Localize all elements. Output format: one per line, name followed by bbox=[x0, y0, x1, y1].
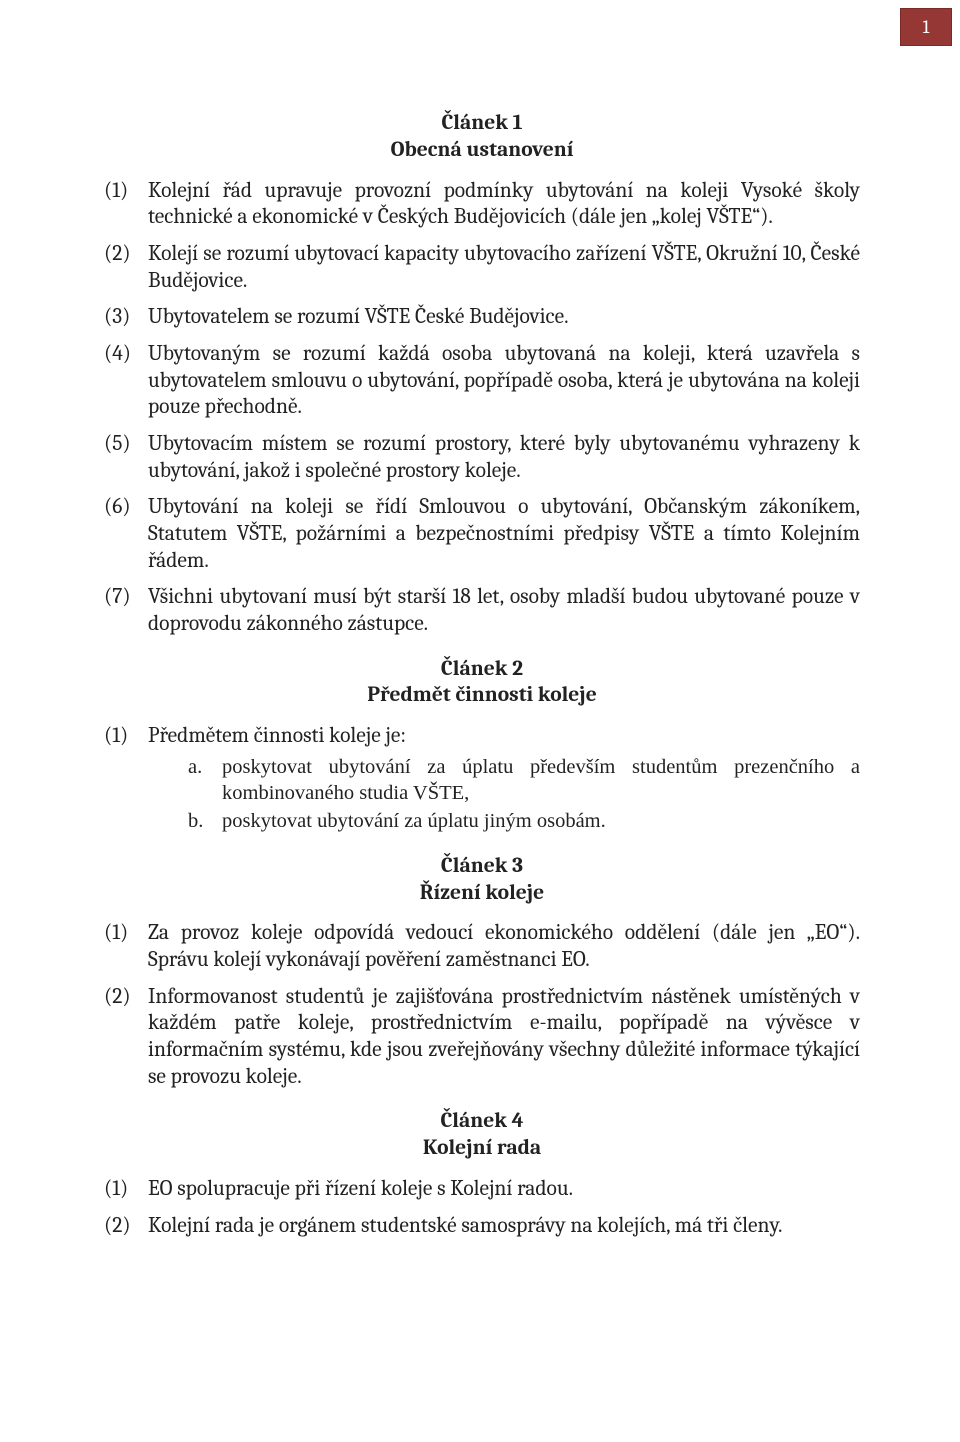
provision: (2)Informovanost studentů je zajišťována… bbox=[104, 984, 860, 1091]
provision-marker: (4) bbox=[104, 341, 144, 368]
provision: (4)Ubytovaným se rozumí každá osoba ubyt… bbox=[104, 341, 860, 421]
provision-marker: (1) bbox=[104, 178, 144, 205]
provision-text: Ubytování na koleji se řídí Smlouvou o u… bbox=[148, 495, 860, 572]
page-number-badge: 1 bbox=[900, 8, 952, 46]
provision-text: Za provoz koleje odpovídá vedoucí ekonom… bbox=[148, 921, 860, 972]
provision-marker: (2) bbox=[104, 1213, 144, 1240]
provision-text: Kolejní rada je orgánem studentské samos… bbox=[148, 1214, 782, 1238]
article-4-heading: Článek 4 Kolejní rada bbox=[104, 1108, 860, 1162]
provision-marker: (1) bbox=[104, 723, 144, 750]
article-number: Článek 3 bbox=[104, 853, 860, 880]
article-4-list: (1)EO spolupracuje při řízení koleje s K… bbox=[104, 1176, 860, 1239]
letter-item: b. poskytovat ubytování za úplatu jiným o… bbox=[188, 808, 860, 834]
letter-marker: a. bbox=[188, 754, 216, 780]
provision: (6)Ubytování na koleji se řídí Smlouvou … bbox=[104, 494, 860, 574]
article-number: Článek 1 bbox=[104, 110, 860, 137]
provision-marker: (1) bbox=[104, 920, 144, 947]
article-2-list: (1) Předmětem činnosti koleje je: a.posk… bbox=[104, 723, 860, 834]
letter-text: poskytovat ubytování za úplatu především… bbox=[222, 756, 860, 804]
provision-text: Všichni ubytovaní musí být starší 18 let… bbox=[148, 585, 860, 636]
article-number: Článek 2 bbox=[104, 656, 860, 683]
provision-text: Předmětem činnosti koleje je: bbox=[148, 724, 406, 748]
provision-text: Kolejní řád upravuje provozní podmínky u… bbox=[148, 179, 860, 230]
provision-marker: (2) bbox=[104, 241, 144, 268]
article-title: Kolejní rada bbox=[104, 1135, 860, 1162]
provision: (5)Ubytovacím místem se rozumí prostory,… bbox=[104, 431, 860, 484]
provision-marker: (5) bbox=[104, 431, 144, 458]
provision: (1)Za provoz koleje odpovídá vedoucí eko… bbox=[104, 920, 860, 973]
provision-text: EO spolupracuje při řízení koleje s Kole… bbox=[148, 1177, 573, 1201]
provision: (3)Ubytovatelem se rozumí VŠTE České Bud… bbox=[104, 304, 860, 331]
provision-text: Kolejí se rozumí ubytovací kapacity ubyt… bbox=[148, 242, 860, 293]
provision: (7)Všichni ubytovaní musí být starší 18 … bbox=[104, 584, 860, 637]
letter-text: poskytovat ubytování za úplatu jiným oso… bbox=[222, 810, 606, 832]
article-1-heading: Článek 1 Obecná ustanovení bbox=[104, 110, 860, 164]
article-3-heading: Článek 3 Řízení koleje bbox=[104, 853, 860, 907]
article-title: Obecná ustanovení bbox=[104, 137, 860, 164]
article-3-list: (1)Za provoz koleje odpovídá vedoucí eko… bbox=[104, 920, 860, 1090]
article-title: Předmět činnosti koleje bbox=[104, 682, 860, 709]
provision: (1)EO spolupracuje při řízení koleje s K… bbox=[104, 1176, 860, 1203]
provision: (2)Kolejní rada je orgánem studentské sa… bbox=[104, 1213, 860, 1240]
provision: (2)Kolejí se rozumí ubytovací kapacity u… bbox=[104, 241, 860, 294]
provision-text: Informovanost studentů je zajišťována pr… bbox=[148, 985, 860, 1089]
letter-list: a.poskytovat ubytování za úplatu předevš… bbox=[188, 754, 860, 835]
provision-marker: (2) bbox=[104, 984, 144, 1011]
provision-text: Ubytovaným se rozumí každá osoba ubytova… bbox=[148, 342, 860, 419]
provision-marker: (3) bbox=[104, 304, 144, 331]
article-number: Článek 4 bbox=[104, 1108, 860, 1135]
article-2-heading: Článek 2 Předmět činnosti koleje bbox=[104, 656, 860, 710]
provision-text: Ubytovacím místem se rozumí prostory, kt… bbox=[148, 432, 860, 483]
provision-marker: (7) bbox=[104, 584, 144, 611]
provision-marker: (1) bbox=[104, 1176, 144, 1203]
article-1-list: (1)Kolejní řád upravuje provozní podmínk… bbox=[104, 178, 860, 638]
page-number: 1 bbox=[923, 16, 930, 38]
article-title: Řízení koleje bbox=[104, 880, 860, 907]
provision-text: Ubytovatelem se rozumí VŠTE České Budějo… bbox=[148, 305, 569, 329]
provision-marker: (6) bbox=[104, 494, 144, 521]
letter-marker: b. bbox=[188, 808, 216, 834]
letter-item: a.poskytovat ubytování za úplatu předevš… bbox=[188, 754, 860, 806]
provision: (1)Kolejní řád upravuje provozní podmínk… bbox=[104, 178, 860, 231]
provision: (1) Předmětem činnosti koleje je: a.posk… bbox=[104, 723, 860, 834]
document-body: Článek 1 Obecná ustanovení (1)Kolejní řá… bbox=[0, 0, 960, 1309]
